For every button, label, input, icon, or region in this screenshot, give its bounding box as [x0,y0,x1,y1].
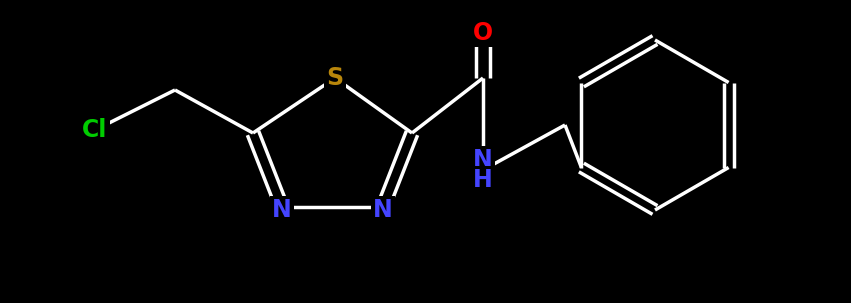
Text: Cl: Cl [83,118,108,142]
Text: N: N [272,198,292,222]
Text: N: N [373,198,393,222]
Text: H: H [473,168,493,192]
Text: O: O [473,21,493,45]
Text: S: S [327,66,344,90]
Text: N: N [473,148,493,172]
